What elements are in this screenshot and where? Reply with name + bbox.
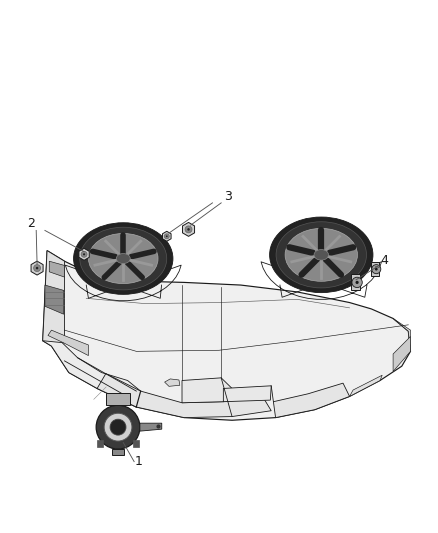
Text: 3: 3	[224, 190, 232, 203]
Polygon shape	[165, 379, 180, 386]
Ellipse shape	[74, 223, 173, 294]
Polygon shape	[351, 274, 360, 290]
Ellipse shape	[104, 413, 132, 441]
Ellipse shape	[314, 249, 328, 260]
Polygon shape	[393, 336, 410, 372]
Polygon shape	[43, 251, 64, 343]
Polygon shape	[273, 383, 350, 418]
Polygon shape	[162, 231, 171, 241]
Polygon shape	[371, 262, 379, 276]
Text: 2: 2	[27, 216, 35, 230]
Circle shape	[166, 236, 168, 237]
Polygon shape	[43, 251, 410, 420]
Circle shape	[81, 252, 87, 257]
Ellipse shape	[117, 254, 130, 263]
Polygon shape	[97, 374, 271, 418]
Ellipse shape	[270, 217, 373, 293]
Polygon shape	[183, 222, 194, 236]
Circle shape	[83, 253, 85, 255]
Circle shape	[187, 228, 190, 231]
Ellipse shape	[110, 419, 126, 435]
Polygon shape	[43, 328, 141, 407]
Ellipse shape	[88, 233, 158, 284]
Circle shape	[375, 268, 378, 271]
Polygon shape	[223, 386, 271, 402]
Ellipse shape	[276, 222, 367, 288]
Polygon shape	[45, 285, 64, 314]
Ellipse shape	[80, 227, 167, 290]
Ellipse shape	[96, 405, 140, 449]
Polygon shape	[133, 440, 139, 447]
Polygon shape	[31, 261, 43, 275]
Circle shape	[36, 267, 39, 269]
Text: 4: 4	[381, 254, 389, 266]
Circle shape	[356, 281, 359, 284]
Polygon shape	[112, 449, 124, 455]
Polygon shape	[49, 261, 64, 277]
Circle shape	[185, 226, 192, 233]
Ellipse shape	[285, 228, 357, 281]
Polygon shape	[97, 440, 103, 447]
Polygon shape	[106, 393, 130, 405]
Circle shape	[352, 277, 362, 288]
Polygon shape	[140, 423, 162, 431]
Circle shape	[164, 234, 169, 239]
Circle shape	[372, 264, 381, 273]
Circle shape	[34, 264, 41, 272]
Text: 1: 1	[134, 455, 142, 468]
Polygon shape	[350, 375, 382, 397]
Polygon shape	[79, 248, 89, 260]
Polygon shape	[393, 318, 410, 351]
Polygon shape	[182, 378, 232, 403]
Polygon shape	[48, 330, 88, 356]
